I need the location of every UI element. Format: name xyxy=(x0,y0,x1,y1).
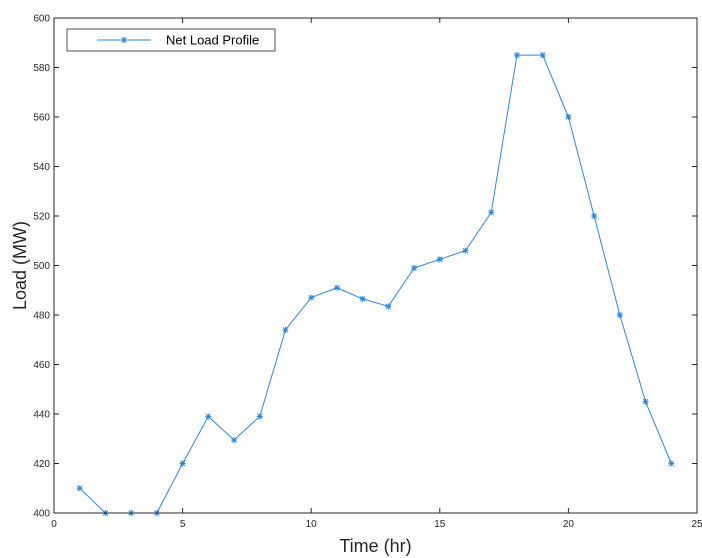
data-point xyxy=(205,413,212,420)
data-point xyxy=(642,398,649,405)
axes-box xyxy=(53,17,698,514)
y-tick-label: 420 xyxy=(33,459,50,470)
data-point xyxy=(333,284,340,291)
data-point xyxy=(411,264,418,271)
data-point xyxy=(308,294,315,301)
data-point xyxy=(539,52,546,59)
x-tick-label: 10 xyxy=(306,519,318,530)
data-point xyxy=(513,52,520,59)
y-tick-label: 520 xyxy=(33,212,50,223)
y-tick-label: 460 xyxy=(33,360,50,371)
data-point xyxy=(668,460,675,467)
ticks-layer: 0 5 10 15 20 25 400 420 440 460 480 500 520 540 560 580… xyxy=(33,14,702,531)
data-point xyxy=(76,485,83,492)
y-tick-label: 500 xyxy=(33,261,50,272)
series-layer xyxy=(76,52,675,516)
data-point xyxy=(436,256,443,263)
x-tick-label: 25 xyxy=(691,519,702,530)
plot-area xyxy=(54,18,697,513)
x-tick-label: 0 xyxy=(51,519,57,530)
y-tick-label: 560 xyxy=(33,113,50,124)
data-point xyxy=(462,247,469,254)
y-tick-label: 480 xyxy=(33,311,50,322)
series-line xyxy=(79,54,672,514)
data-point xyxy=(591,213,598,219)
data-point xyxy=(256,413,263,420)
y-tick-label: 440 xyxy=(33,410,50,421)
x-tick-label: 15 xyxy=(434,519,446,530)
data-point xyxy=(616,312,623,318)
x-axis-title: Time (hr) xyxy=(339,536,411,556)
y-tick-label: 580 xyxy=(33,63,50,74)
data-point xyxy=(179,460,186,467)
legend-label: Net Load Profile xyxy=(166,33,259,48)
data-point xyxy=(359,295,366,302)
legend: Net Load Profile xyxy=(66,28,276,52)
data-point xyxy=(231,436,238,443)
data-point xyxy=(488,209,495,216)
y-axis-title: Load (MW) xyxy=(10,221,30,310)
y-tick-label: 540 xyxy=(33,162,50,173)
x-tick-label: 5 xyxy=(180,519,186,530)
y-tick-label: 600 xyxy=(33,14,50,25)
legend-box xyxy=(66,28,276,52)
legend-marker-star xyxy=(121,37,127,43)
data-point xyxy=(385,303,392,310)
data-point xyxy=(282,326,289,333)
data-point xyxy=(565,114,572,120)
y-tick-label: 400 xyxy=(33,509,50,520)
x-tick-label: 20 xyxy=(563,519,575,530)
legend-marker-icon xyxy=(121,37,127,43)
